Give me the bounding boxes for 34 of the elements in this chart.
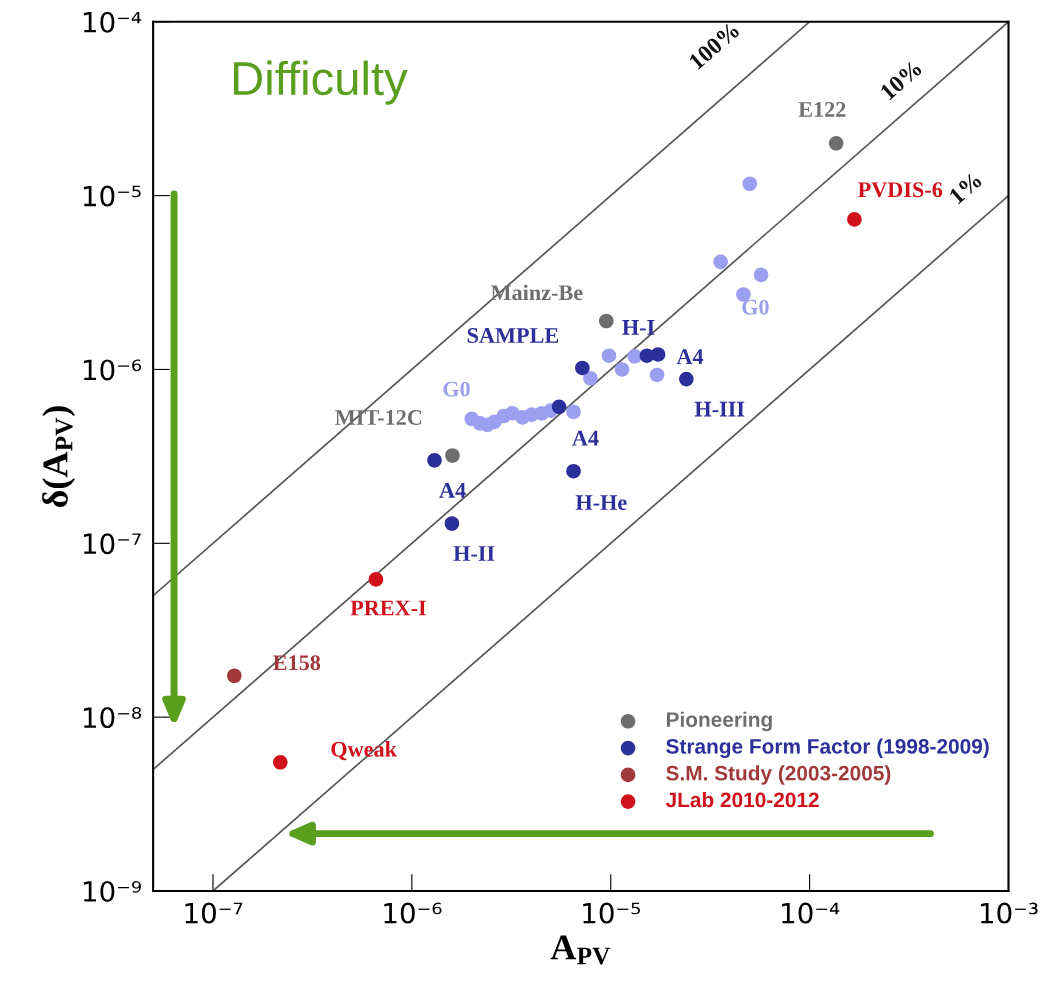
y-tick-label: 10⁻⁴ [83, 11, 142, 33]
annotation: 1% [948, 171, 983, 205]
y-tick-label: 10⁻⁵ [83, 185, 141, 207]
annotation: H-He [575, 495, 627, 511]
annotation: E158 [273, 655, 321, 671]
legend-label: Strange Form Factor (1998-2009) [666, 738, 989, 758]
legend-label: Pioneering [666, 711, 772, 732]
annotation: Difficulty [233, 60, 408, 105]
annotation: H-I [622, 320, 655, 335]
x-tick-label: 10⁻⁶ [384, 902, 442, 924]
x-tick-label: 10⁻⁷ [185, 902, 243, 924]
y-axis-title: δ(A$_{PV}$) [42, 406, 76, 508]
x-axis-title: A$_{PV}$ [550, 935, 611, 965]
annotation: A4 [439, 482, 466, 498]
annotation: A4 [676, 349, 704, 364]
legend-label: S.M. Study (2003-2005) [666, 765, 891, 785]
annotation: G0 [742, 299, 769, 315]
annotation: G0 [443, 381, 470, 397]
annotation: H-III [694, 401, 745, 417]
x-tick-label: 10⁻⁴ [782, 902, 840, 924]
x-tick-label: 10⁻³ [980, 902, 1038, 924]
x-tick-label: 10⁻⁵ [583, 902, 640, 924]
annotation: H-II [453, 546, 495, 561]
annotation: 10% [879, 59, 923, 101]
y-tick-label: 10⁻⁹ [83, 880, 141, 902]
y-tick-label: 10⁻⁶ [83, 359, 142, 381]
legend-label: JLab 2010-2012 [665, 791, 819, 808]
y-tick-label: 10⁻⁷ [83, 533, 141, 555]
annotation: A4 [572, 430, 599, 446]
annotation: SAMPLE [467, 328, 559, 343]
annotation: PREX-I [350, 600, 426, 616]
annotation: PVDIS-6 [858, 182, 943, 198]
annotation: E122 [798, 101, 846, 117]
y-tick-label: 10⁻⁸ [83, 707, 142, 729]
